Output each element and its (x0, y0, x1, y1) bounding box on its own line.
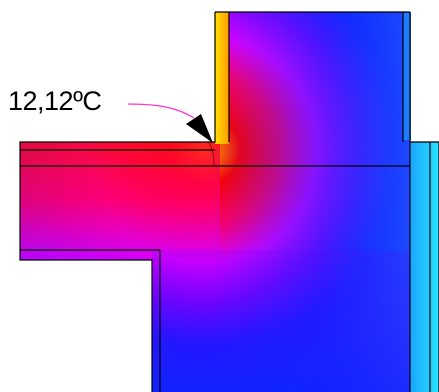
outer-layer (403, 12, 411, 140)
temperature-label: 12,12ºC (8, 86, 102, 116)
temperature-pointer (127, 103, 213, 143)
construction-section (19, 11, 439, 392)
cold-insulation (410, 142, 439, 392)
leader-line (127, 103, 195, 119)
arrow-head-icon (186, 114, 213, 143)
plaster-strip (215, 12, 229, 144)
